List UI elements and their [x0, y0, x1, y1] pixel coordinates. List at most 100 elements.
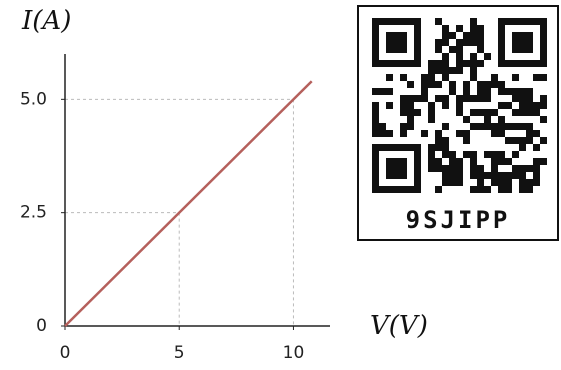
- qr-module: [442, 25, 449, 32]
- qr-module: [477, 123, 484, 130]
- qr-module: [463, 81, 470, 88]
- qr-module: [442, 95, 449, 102]
- qr-module: [512, 109, 519, 116]
- qr-module: [470, 165, 477, 172]
- data-line: [64, 80, 313, 327]
- qr-module: [407, 81, 414, 88]
- qr-module: [533, 74, 540, 81]
- qr-module: [526, 165, 533, 172]
- qr-module: [428, 158, 435, 165]
- qr-module: [526, 179, 533, 186]
- qr-module: [505, 172, 512, 179]
- qr-module: [449, 32, 456, 39]
- qr-module: [512, 95, 519, 102]
- qr-module: [470, 151, 477, 158]
- qr-module: [379, 123, 386, 130]
- qr-module: [519, 137, 526, 144]
- qr-module: [477, 165, 484, 172]
- qr-module: [442, 32, 449, 39]
- qr-module: [519, 144, 526, 151]
- qr-module: [456, 25, 463, 32]
- qr-module: [512, 74, 519, 81]
- qr-module: [519, 102, 526, 109]
- qr-module: [435, 137, 442, 144]
- qr-module: [456, 95, 463, 102]
- qr-module: [421, 130, 428, 137]
- qr-module: [442, 60, 449, 67]
- qr-module: [470, 53, 477, 60]
- qr-label: 9SJIPP: [406, 206, 511, 234]
- qr-module: [428, 74, 435, 81]
- qr-module: [449, 165, 456, 172]
- qr-module: [414, 95, 421, 102]
- qr-modules: [372, 18, 547, 193]
- qr-module: [491, 81, 498, 88]
- qr-module: [533, 179, 540, 186]
- qr-module: [463, 32, 470, 39]
- qr-module: [484, 123, 491, 130]
- qr-module: [519, 186, 526, 193]
- qr-module: [449, 179, 456, 186]
- qr-module: [470, 67, 477, 74]
- qr-module: [540, 158, 547, 165]
- qr-module: [470, 74, 477, 81]
- qr-module: [470, 186, 477, 193]
- y-axis-label: I(A): [21, 6, 71, 36]
- qr-module: [400, 109, 407, 116]
- qr-module: [407, 116, 414, 123]
- qr-module: [491, 74, 498, 81]
- qr-module: [470, 172, 477, 179]
- qr-module: [484, 109, 491, 116]
- qr-module: [477, 186, 484, 193]
- qr-module: [442, 53, 449, 60]
- qr-module: [491, 179, 498, 186]
- qr-module: [435, 18, 442, 25]
- qr-module: [421, 88, 428, 95]
- qr-module: [519, 88, 526, 95]
- qr-module: [428, 109, 435, 116]
- qr-module: [540, 95, 547, 102]
- y-tick-label: 0: [36, 316, 47, 336]
- qr-module: [533, 158, 540, 165]
- qr-module: [498, 158, 505, 165]
- qr-module: [498, 81, 505, 88]
- qr-module: [526, 109, 533, 116]
- qr-module: [519, 179, 526, 186]
- qr-module: [407, 123, 414, 130]
- qr-module: [477, 95, 484, 102]
- qr-module: [414, 109, 421, 116]
- qr-module: [484, 186, 491, 193]
- x-tick-label: 5: [174, 343, 185, 363]
- qr-module: [491, 109, 498, 116]
- qr-module: [498, 88, 505, 95]
- qr-module: [512, 172, 519, 179]
- qr-module: [407, 102, 414, 109]
- qr-module: [498, 116, 505, 123]
- qr-module: [526, 186, 533, 193]
- qr-module: [386, 74, 393, 81]
- qr-module: [435, 186, 442, 193]
- qr-module: [449, 81, 456, 88]
- qr-module: [470, 18, 477, 25]
- qr-module: [498, 130, 505, 137]
- qr-module: [400, 102, 407, 109]
- qr-module: [435, 60, 442, 67]
- qr-module: [442, 179, 449, 186]
- qr-module: [498, 102, 505, 109]
- qr-module: [470, 123, 477, 130]
- qr-finder: [386, 32, 407, 53]
- qr-module: [505, 158, 512, 165]
- qr-module: [470, 158, 477, 165]
- qr-module: [428, 144, 435, 151]
- qr-module: [435, 39, 442, 46]
- qr-module: [533, 165, 540, 172]
- qr-module: [505, 137, 512, 144]
- qr-module: [526, 130, 533, 137]
- qr-module: [477, 39, 484, 46]
- qr-module: [470, 60, 477, 67]
- qr-module: [456, 172, 463, 179]
- qr-module: [498, 172, 505, 179]
- qr-module: [484, 81, 491, 88]
- qr-module: [526, 88, 533, 95]
